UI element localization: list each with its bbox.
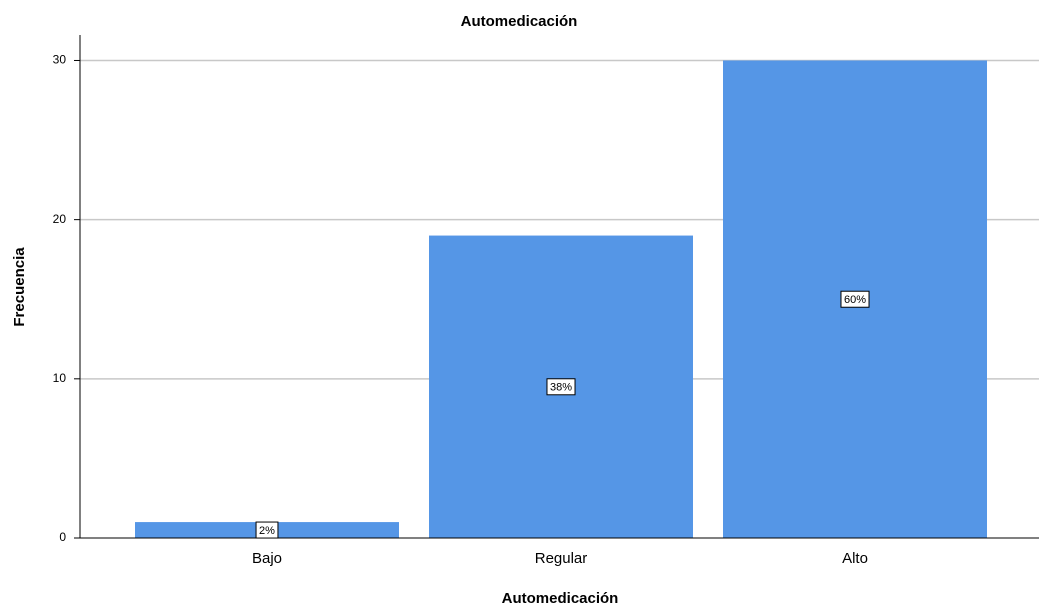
x-tick-label: Regular: [535, 550, 588, 567]
y-tick-label: 10: [53, 371, 67, 385]
y-axis-title: Frecuencia: [11, 247, 28, 327]
data-label: 2%: [255, 521, 279, 539]
y-tick-label: 20: [53, 212, 67, 226]
x-tick-label: Bajo: [252, 550, 282, 567]
data-label: 60%: [840, 290, 870, 308]
data-label-box: [255, 521, 279, 539]
x-axis-title: Automedicación: [502, 590, 619, 607]
data-label-box: [546, 378, 576, 396]
x-tick-label: Alto: [842, 550, 868, 567]
y-tick-label: 30: [53, 53, 67, 67]
data-label-box: [840, 290, 870, 308]
y-tick-label: 0: [59, 530, 66, 544]
data-label-text: 38%: [550, 382, 572, 394]
chart-title: Automedicación: [461, 13, 578, 30]
data-label-text: 60%: [844, 294, 866, 306]
data-label: 38%: [546, 378, 576, 396]
data-label-text: 2%: [259, 525, 275, 537]
